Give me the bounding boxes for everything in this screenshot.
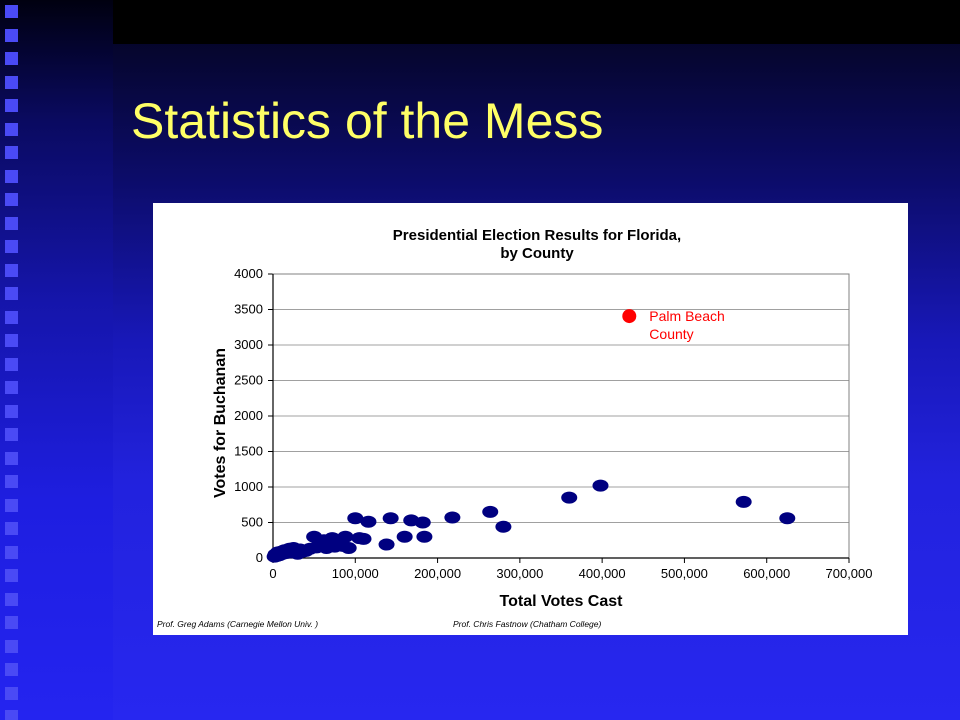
data-point (347, 512, 364, 525)
decor-square (5, 522, 18, 535)
decor-square (5, 687, 18, 700)
decor-square (5, 99, 18, 112)
data-point (360, 515, 377, 528)
slide-title: Statistics of the Mess (131, 93, 604, 149)
scatter-chart: Presidential Election Results for Florid… (157, 227, 873, 629)
decor-square (5, 381, 18, 394)
decor-square (5, 170, 18, 183)
decor-square (5, 569, 18, 582)
top-bar (113, 0, 960, 44)
highlight-label-line-2: County (649, 326, 693, 342)
data-points (266, 479, 796, 563)
decor-square (5, 358, 18, 371)
x-tick-label: 700,000 (826, 566, 873, 581)
data-point (355, 532, 372, 545)
left-decor-strip (0, 0, 113, 720)
y-tick-label: 3000 (234, 337, 263, 352)
data-point (378, 538, 395, 551)
y-axis-label: Votes for Buchanan (212, 348, 229, 498)
decor-square (5, 217, 18, 230)
data-point (495, 520, 512, 533)
decor-square (5, 5, 18, 18)
credit-left: Prof. Greg Adams (Carnegie Mellon Univ. … (157, 619, 318, 629)
decor-square (5, 663, 18, 676)
data-point (396, 530, 413, 543)
decor-square (5, 29, 18, 42)
decor-square (5, 240, 18, 253)
y-tick-label: 0 (256, 550, 263, 565)
decor-square (5, 334, 18, 347)
decor-square (5, 452, 18, 465)
y-tick-label: 500 (241, 515, 263, 530)
data-point (561, 491, 578, 504)
decor-square (5, 428, 18, 441)
highlight-label-line-1: Palm Beach (649, 308, 724, 324)
data-point (340, 542, 357, 555)
decor-square (5, 264, 18, 277)
decor-square (5, 710, 18, 720)
chart-title-line-1: Presidential Election Results for Florid… (393, 227, 681, 244)
data-point (337, 530, 354, 543)
decor-square (5, 546, 18, 559)
data-point (779, 512, 796, 525)
data-point (592, 479, 609, 492)
x-tick-label: 400,000 (579, 566, 626, 581)
y-tick-label: 2000 (234, 408, 263, 423)
chart-title-line-2: by County (500, 245, 574, 262)
decor-square (5, 123, 18, 136)
y-tick-label: 3500 (234, 302, 263, 317)
x-axis-label: Total Votes Cast (500, 593, 624, 610)
x-tick-label: 600,000 (743, 566, 790, 581)
decor-square (5, 405, 18, 418)
y-tick-label: 2500 (234, 373, 263, 388)
x-tick-label: 200,000 (414, 566, 461, 581)
decor-square (5, 52, 18, 65)
decor-square (5, 475, 18, 488)
decor-square (5, 616, 18, 629)
square-column-decoration (5, 0, 27, 720)
decor-square (5, 146, 18, 159)
decor-square (5, 76, 18, 89)
credit-right: Prof. Chris Fastnow (Chatham College) (453, 619, 602, 629)
x-tick-label: 0 (269, 566, 276, 581)
decor-square (5, 593, 18, 606)
highlight-point-palm-beach (622, 309, 637, 324)
x-tick-label: 100,000 (332, 566, 379, 581)
decor-square (5, 193, 18, 206)
y-tick-label: 4000 (234, 266, 263, 281)
data-point (482, 505, 499, 518)
axes (272, 273, 850, 563)
y-tick-label: 1000 (234, 479, 263, 494)
x-tick-label: 300,000 (496, 566, 543, 581)
data-point (414, 516, 431, 529)
y-tick-label: 1500 (234, 444, 263, 459)
chart-panel: Presidential Election Results for Florid… (153, 203, 908, 635)
decor-square (5, 499, 18, 512)
x-tick-labels: 0 100,000 200,000 300,000 400,000 500,000 600,… (269, 566, 872, 581)
data-point (382, 512, 399, 525)
decor-square (5, 640, 18, 653)
data-point (735, 495, 752, 508)
data-point (416, 530, 433, 543)
data-point (444, 511, 461, 524)
decor-square (5, 311, 18, 324)
x-tick-label: 500,000 (661, 566, 708, 581)
y-tick-labels: 0 500 1000 1500 2000 2500 3000 3500 4000 (234, 266, 263, 565)
decor-square (5, 287, 18, 300)
